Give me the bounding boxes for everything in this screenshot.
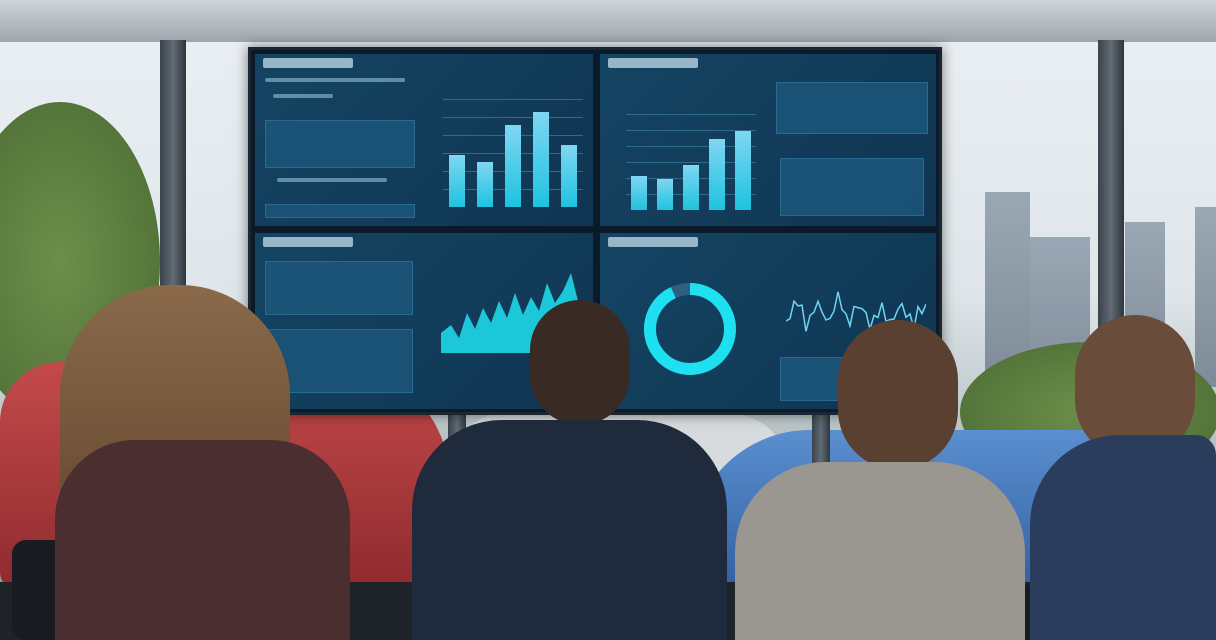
building: [1195, 207, 1216, 387]
bar: [683, 165, 699, 210]
bar: [735, 131, 751, 210]
ceiling: [0, 0, 1216, 42]
stats-list: [780, 158, 924, 216]
bar: [533, 112, 550, 207]
bar-chart: [626, 114, 756, 210]
screen-top-left: [254, 53, 594, 227]
gridline: [443, 99, 583, 100]
text-line: [277, 178, 387, 182]
insight-card: [776, 82, 928, 134]
info-card: [265, 120, 415, 168]
screen-top-right: [599, 53, 937, 227]
info-row: [265, 204, 415, 218]
bar: [561, 145, 578, 207]
donut-arc: [650, 289, 730, 369]
panel-title: [263, 58, 353, 68]
panel-title: [608, 237, 698, 247]
person-woman-body: [55, 440, 350, 640]
person-center-body: [412, 420, 727, 640]
bar-chart: [443, 99, 583, 207]
toolbar: [265, 78, 405, 82]
panel-title: [263, 237, 353, 247]
panel-title: [608, 58, 698, 68]
bar: [477, 162, 494, 207]
person-right-head: [838, 320, 958, 470]
bar: [631, 176, 647, 210]
bar: [505, 125, 522, 207]
info-card: [265, 261, 413, 315]
bar: [709, 139, 725, 210]
donut-chart: [638, 277, 742, 381]
bar: [657, 179, 673, 210]
bar: [449, 155, 466, 207]
gridline: [626, 114, 756, 115]
person-far-right-body: [1030, 435, 1216, 640]
text-line: [273, 94, 333, 98]
gridline: [443, 117, 583, 118]
person-right-body: [735, 462, 1025, 640]
person-center-head: [530, 300, 630, 425]
